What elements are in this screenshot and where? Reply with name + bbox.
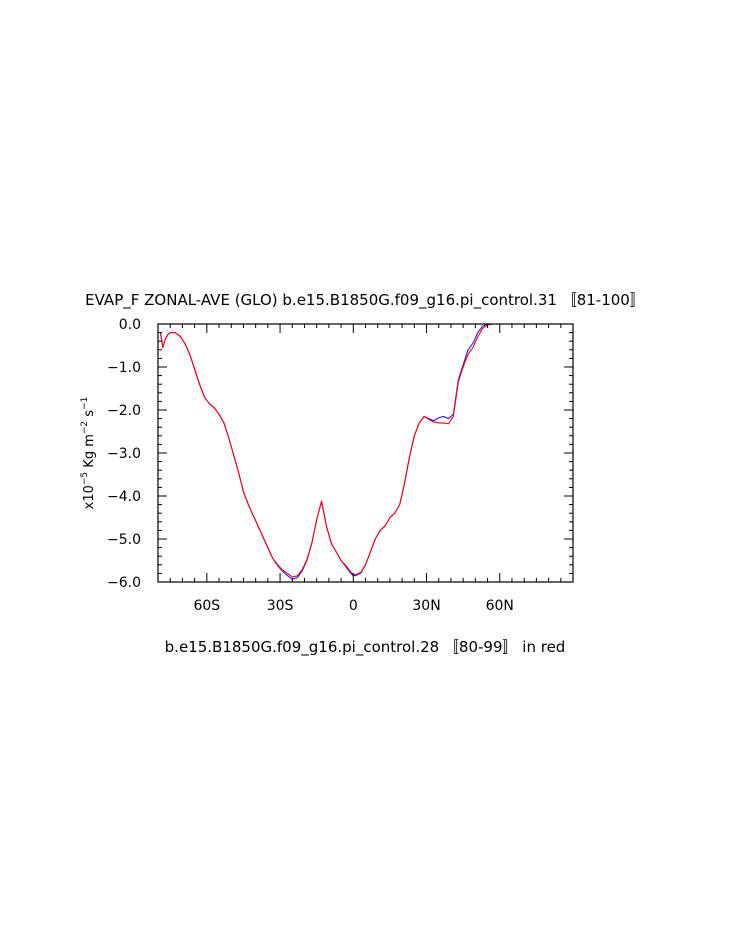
y-axis-label-units-1: Kg m bbox=[82, 434, 97, 472]
y-axis-label-units-2: s bbox=[82, 410, 97, 421]
plot-frame bbox=[157, 323, 574, 583]
y-tick-label: −2.0 bbox=[107, 403, 141, 419]
y-tick-label: −5.0 bbox=[107, 532, 141, 548]
y-axis-label-exponent-2: −2 bbox=[80, 421, 90, 434]
y-tick-label: −6.0 bbox=[107, 575, 141, 591]
x-tick-label: 0 bbox=[349, 598, 358, 614]
y-tick-label: −1.0 bbox=[107, 360, 141, 376]
y-tick-label: −4.0 bbox=[107, 489, 141, 505]
y-tick-label: 0.0 bbox=[119, 317, 141, 333]
series-line-blue bbox=[159, 323, 571, 580]
y-axis-label: x10−5 Kg m−2 s−1 bbox=[80, 397, 97, 510]
x-tick-label: 30N bbox=[412, 598, 440, 614]
y-tick-label: −3.0 bbox=[107, 446, 141, 462]
y-axis-label-exponent-1: −5 bbox=[80, 472, 90, 485]
x-tick-label: 60N bbox=[486, 598, 514, 614]
y-axis-label-prefix: x10 bbox=[82, 485, 97, 509]
chart-title: EVAP_F ZONAL-AVE (GLO) b.e15.B1850G.f09_… bbox=[85, 291, 645, 310]
axis-layer: 60S 30S 0 30N 60N 0.0 −1.0 −2.0 −3.0 −4.0 −5.0 −6.0 bbox=[107, 317, 574, 614]
x-tick-label: 60S bbox=[193, 598, 220, 614]
x-tick-label: 30S bbox=[267, 598, 294, 614]
series-line-red bbox=[159, 323, 571, 578]
chart-subtitle: b.e15.B1850G.f09_g16.pi_control.28 〚80-9… bbox=[165, 638, 566, 657]
y-axis-label-exponent-3: −1 bbox=[80, 397, 90, 410]
series-layer bbox=[159, 323, 571, 580]
